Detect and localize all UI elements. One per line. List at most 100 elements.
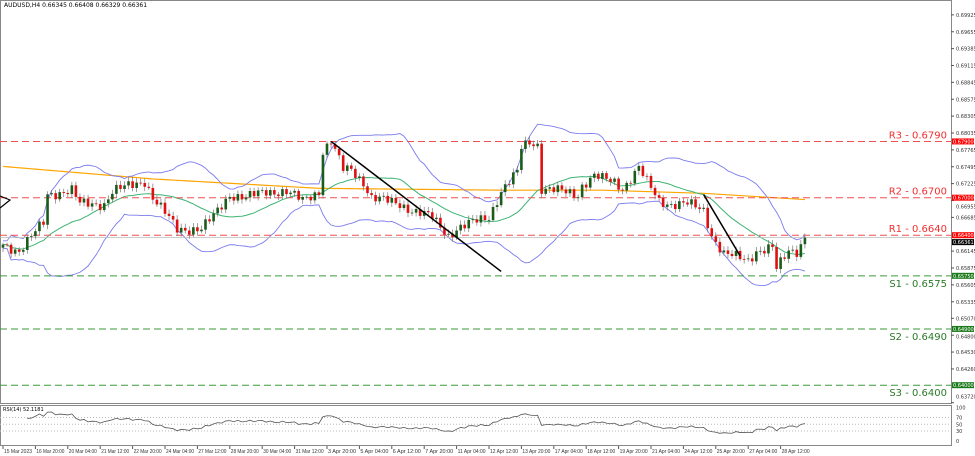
rsi-tick-label: 30 [956,429,962,435]
candle-body [439,217,442,228]
level-price-tag [952,194,974,201]
candle-body [5,244,9,246]
x-tick-label: 11 Apr 04:00 [458,449,486,455]
x-tick-label: 28 Mar 20:00 [231,449,259,455]
candle-body [779,257,782,269]
candle-body [414,209,418,213]
candle-body [544,188,547,194]
x-tick-label: 3 Apr 20:00 [328,449,356,455]
candle-body [98,203,102,211]
candle-body [722,250,726,253]
candle-body [151,187,155,200]
candle-body [212,213,215,222]
sma-20-line [2,176,805,256]
candle-body [264,190,268,196]
candle-body [661,197,665,207]
candle-body [224,198,228,210]
candle-body [645,175,649,177]
candle-body [378,196,381,202]
candle-body [669,204,673,205]
x-tick-label: 20 Mar 04:00 [69,449,97,455]
bollinger-upper-band [2,123,806,242]
candle-body [730,253,734,256]
candle-body [637,165,641,171]
x-tick-label: 19 Apr 20:00 [620,449,648,455]
main-panel-frame [0,0,952,404]
candle-body [479,215,483,223]
current-price-tag [952,239,974,246]
y-tick-label: 0.69925 [956,13,975,19]
candle-body [649,175,653,188]
chart-header: AUDUSD,H4 0.66345 0.66408 0.66329 0.6636… [4,2,147,9]
y-tick-label: 0.65335 [956,300,975,306]
y-tick-label: 0.65605 [956,283,975,289]
candle-body [588,177,592,188]
candle-body [584,184,588,188]
candle-body [232,196,236,201]
candle-body [763,250,766,254]
candle-body [236,194,240,201]
candle-body [119,184,122,189]
level-label-r3: R3 - 0.6790 [889,130,947,141]
candle-body [791,249,795,251]
x-tick-label: 7 Apr 20:00 [425,449,453,455]
candle-body [208,219,211,222]
candle-body [621,189,624,191]
candle-body [746,258,750,260]
candle-body [548,187,552,189]
candle-body [483,215,487,221]
candle-body [256,190,260,197]
candle-body [475,219,479,223]
candle-body [698,207,701,209]
candle-body [293,190,296,193]
candle-body [783,257,786,259]
candle-body [516,170,519,173]
candle-body [524,140,527,149]
candle-body [463,224,466,229]
candle-body [329,143,333,145]
candle-body [102,203,106,211]
candle-body [74,185,78,197]
candle-body [678,201,681,210]
rsi-tick-label: 0 [956,439,959,445]
candle-body [9,244,13,254]
candle-body [337,148,341,156]
level-price-tag [952,325,974,332]
candle-body [260,190,264,191]
candle-body [277,194,280,197]
x-tick-label: 18 Apr 12:00 [587,449,615,455]
candle-body [536,143,539,147]
candle-body [491,206,495,221]
candle-body [127,181,130,186]
candle-body [82,198,86,203]
candle-body [139,182,142,184]
candle-body [42,221,45,225]
y-tick-label: 0.67765 [956,148,975,154]
x-tick-label: 17 Apr 04:00 [555,449,583,455]
candle-body [767,244,770,254]
candle-body [30,236,33,238]
x-tick-label: 27 Apr 04:00 [749,449,777,455]
x-tick-label: 21 Apr 04:00 [652,449,680,455]
candle-body [418,209,422,216]
candle-body [200,229,203,232]
y-tick-label: 0.64530 [956,350,975,356]
x-tick-label: 31 Mar 12:00 [296,449,324,455]
candle-body [147,186,151,188]
candle-body [333,144,337,149]
y-tick-label: 0.68845 [956,80,975,86]
candle-body [609,178,612,182]
candle-body [657,195,661,198]
x-tick-label: 24 Mar 04:00 [166,449,194,455]
x-tick-label: 25 Apr 20:00 [717,449,745,455]
candle-body [759,250,762,252]
candle-body [447,233,450,235]
candle-body [341,155,345,171]
candle-body [26,237,29,250]
y-tick-label: 0.66685 [956,215,975,221]
candle-body [710,228,714,237]
level-price-tag-text: 0.67000 [953,196,974,202]
candle-body [467,219,471,229]
x-tick-label: 6 Apr 12:00 [393,449,421,455]
